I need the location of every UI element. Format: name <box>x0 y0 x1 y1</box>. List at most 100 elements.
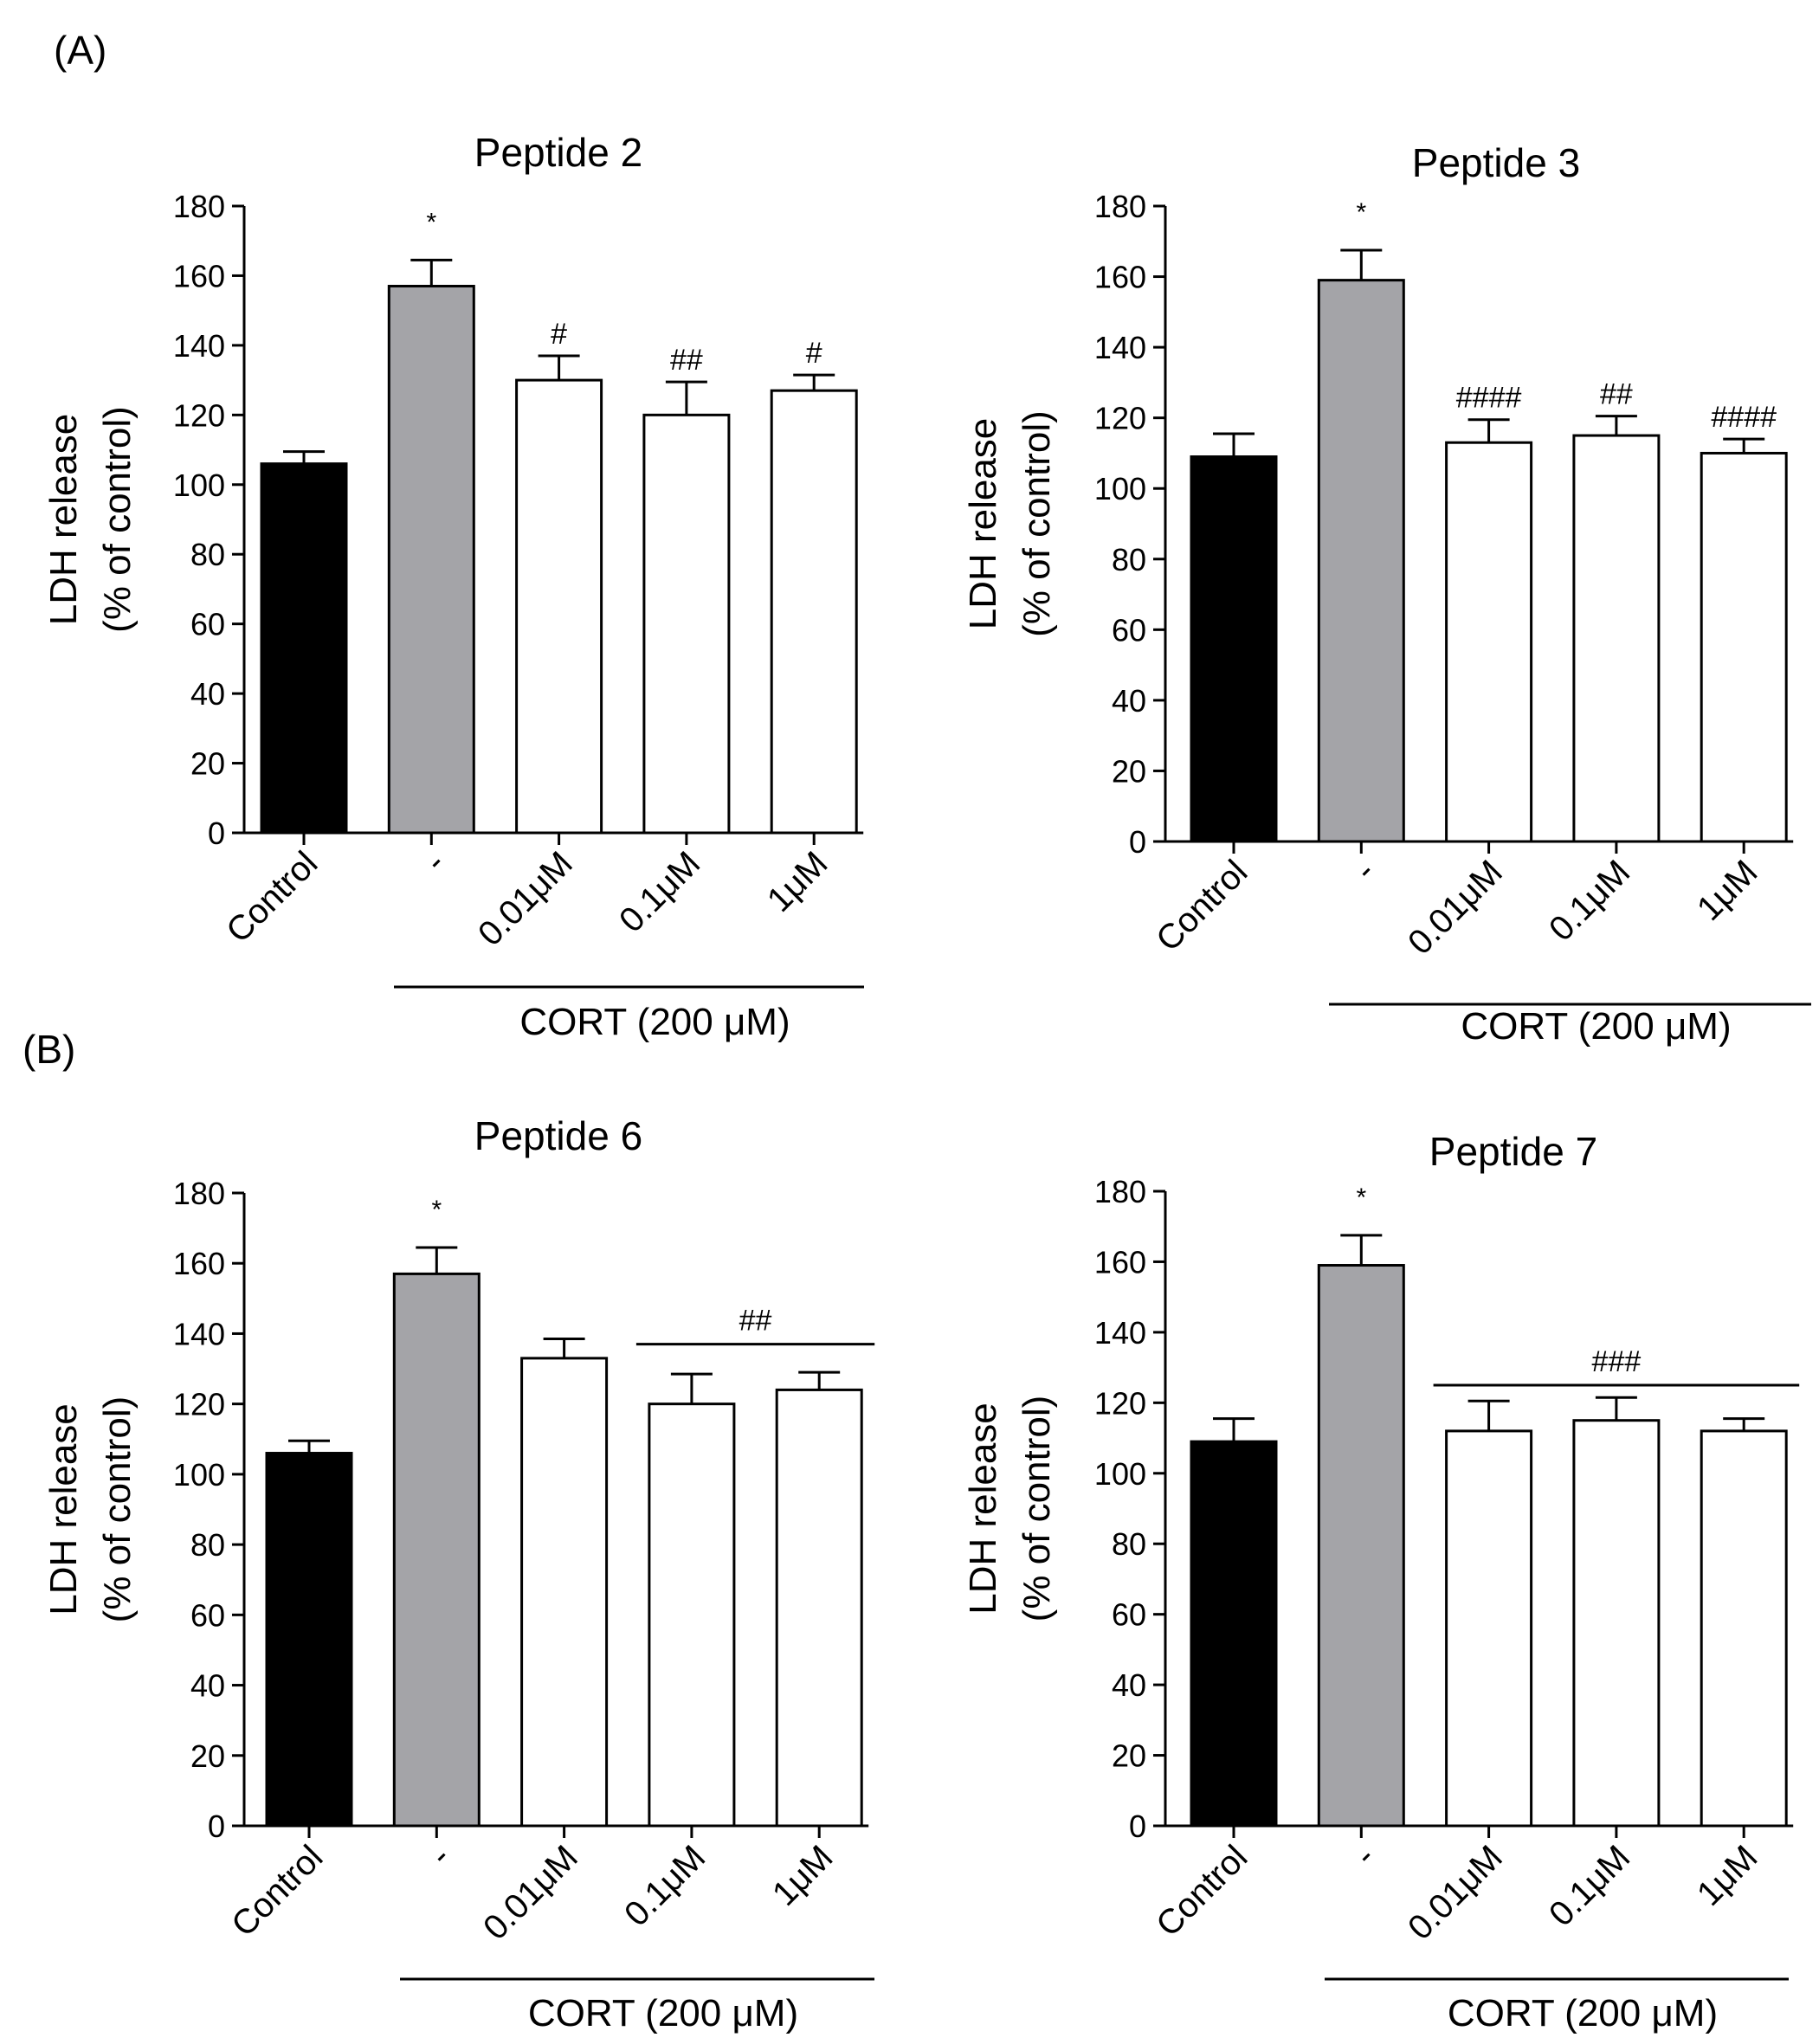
y-axis-subtitle: (% of control) <box>1016 410 1058 637</box>
y-tick-label: 140 <box>1094 330 1146 365</box>
bar <box>642 413 731 835</box>
y-tick-label: 180 <box>1094 189 1146 224</box>
bar <box>1700 1429 1788 1828</box>
y-tick-label: 120 <box>173 397 225 433</box>
group-label: CORT (200 μM) <box>528 1992 798 2034</box>
y-axis-subtitle: (% of control) <box>1016 1396 1058 1622</box>
y-tick-label: 60 <box>190 1597 225 1633</box>
y-tick-label: 180 <box>173 189 225 224</box>
charts: Peptide 2 0 20 40 60 80 100 120 140 160 180 LDH rel… <box>42 130 1811 2034</box>
y-tick-label: 180 <box>1094 1174 1146 1209</box>
significance-mark: # <box>551 318 567 351</box>
bar <box>1190 455 1278 843</box>
y-axis-subtitle: (% of control) <box>96 1396 139 1623</box>
chart-1: Peptide 2 0 20 40 60 80 100 120 140 160 180 LDH rel… <box>42 130 864 1043</box>
y-tick-label: 160 <box>173 258 225 293</box>
y-tick-label: 140 <box>1094 1315 1146 1351</box>
category-label: 0.01μM <box>1401 853 1510 962</box>
bar <box>770 389 858 835</box>
y-tick-label: 80 <box>1112 1526 1146 1562</box>
bar <box>1317 1264 1405 1828</box>
y-axis-title: LDH release <box>962 1402 1004 1615</box>
y-tick-label: 20 <box>190 746 225 782</box>
category-label: Control <box>1149 1838 1255 1944</box>
y-tick-label: 160 <box>1094 260 1146 295</box>
y-axis-title: LDH release <box>42 1403 85 1615</box>
chart-4: Peptide 7 0 20 40 60 80 100 120 140 160 180 LDH rel… <box>962 1129 1800 2034</box>
y-tick-label: 100 <box>1094 471 1146 506</box>
category-label: 0.1μM <box>1542 853 1637 948</box>
group-label: CORT (200 μM) <box>1461 1005 1731 1048</box>
chart-title: Peptide 6 <box>474 1113 642 1158</box>
y-tick-label: 40 <box>190 676 225 712</box>
category-label: 1μM <box>1690 853 1765 928</box>
y-tick-label: 0 <box>208 1809 225 1844</box>
category-label: 1μM <box>760 844 835 919</box>
y-tick-label: 160 <box>173 1246 225 1281</box>
y-tick-label: 20 <box>190 1738 225 1774</box>
category-label: Control <box>224 1838 330 1944</box>
significance-mark: ## <box>1600 378 1633 411</box>
category-label: 0.01μM <box>471 844 580 953</box>
bar <box>1445 441 1533 843</box>
y-tick-label: 100 <box>173 1457 225 1493</box>
chart-2: Peptide 3 0 20 40 60 80 100 120 140 160 180 LDH rel… <box>962 140 1811 1048</box>
category-label: Control <box>1149 853 1255 958</box>
bar <box>260 462 348 835</box>
significance-mark: #### <box>1456 382 1522 415</box>
y-tick-label: 180 <box>173 1176 225 1211</box>
category-label: - <box>417 844 453 880</box>
y-tick-label: 80 <box>190 537 225 572</box>
y-tick-label: 60 <box>190 607 225 642</box>
category-label: 1μM <box>765 1838 841 1913</box>
y-tick-label: 140 <box>173 1316 225 1351</box>
y-axis-title: LDH release <box>962 418 1004 630</box>
significance-star: * <box>431 1196 442 1224</box>
y-tick-label: 20 <box>1112 1738 1146 1774</box>
significance-star: * <box>1356 1183 1366 1212</box>
chart-title: Peptide 7 <box>1429 1129 1597 1174</box>
chart-3: Peptide 6 0 20 40 60 80 100 120 140 160 180 LDH rel… <box>42 1113 875 2034</box>
bar <box>1445 1429 1533 1828</box>
bar <box>775 1388 863 1828</box>
significance-mark: # <box>806 337 822 370</box>
y-tick-label: 60 <box>1112 1597 1146 1633</box>
y-tick-label: 40 <box>1112 1667 1146 1703</box>
category-label: 0.1μM <box>612 844 707 939</box>
y-tick-label: 0 <box>1129 824 1146 860</box>
bar <box>392 1272 481 1828</box>
y-tick-label: 0 <box>1129 1809 1146 1844</box>
category-label: 0.1μM <box>1542 1838 1637 1933</box>
bar <box>265 1452 353 1828</box>
y-tick-label: 80 <box>190 1527 225 1563</box>
y-tick-label: 80 <box>1112 542 1146 577</box>
bar <box>1190 1440 1278 1828</box>
bar <box>1700 451 1788 843</box>
category-label: - <box>1347 1838 1383 1873</box>
y-tick-label: 100 <box>1094 1456 1146 1492</box>
bar <box>515 378 603 835</box>
bar <box>520 1357 609 1828</box>
chart-title: Peptide 2 <box>474 130 642 175</box>
bar <box>648 1402 736 1828</box>
y-tick-label: 120 <box>173 1387 225 1422</box>
category-label: 0.01μM <box>476 1838 585 1947</box>
y-tick-label: 0 <box>208 816 225 851</box>
y-tick-label: 20 <box>1112 753 1146 789</box>
significance-mark: ## <box>670 344 703 377</box>
significance-star: * <box>1356 198 1366 227</box>
category-label: - <box>422 1838 458 1873</box>
category-label: 1μM <box>1690 1838 1765 1913</box>
y-tick-label: 160 <box>1094 1244 1146 1280</box>
y-axis-subtitle: (% of control) <box>96 406 139 633</box>
significance-star: * <box>426 208 436 236</box>
category-label: - <box>1347 853 1383 888</box>
bar <box>387 285 475 835</box>
group-bracket-label: ## <box>739 1305 772 1338</box>
category-label: Control <box>219 844 325 950</box>
significance-mark: #### <box>1711 401 1777 434</box>
y-axis-title: LDH release <box>42 414 85 626</box>
group-label: CORT (200 μM) <box>1448 1992 1718 2034</box>
y-tick-label: 40 <box>1112 683 1146 719</box>
